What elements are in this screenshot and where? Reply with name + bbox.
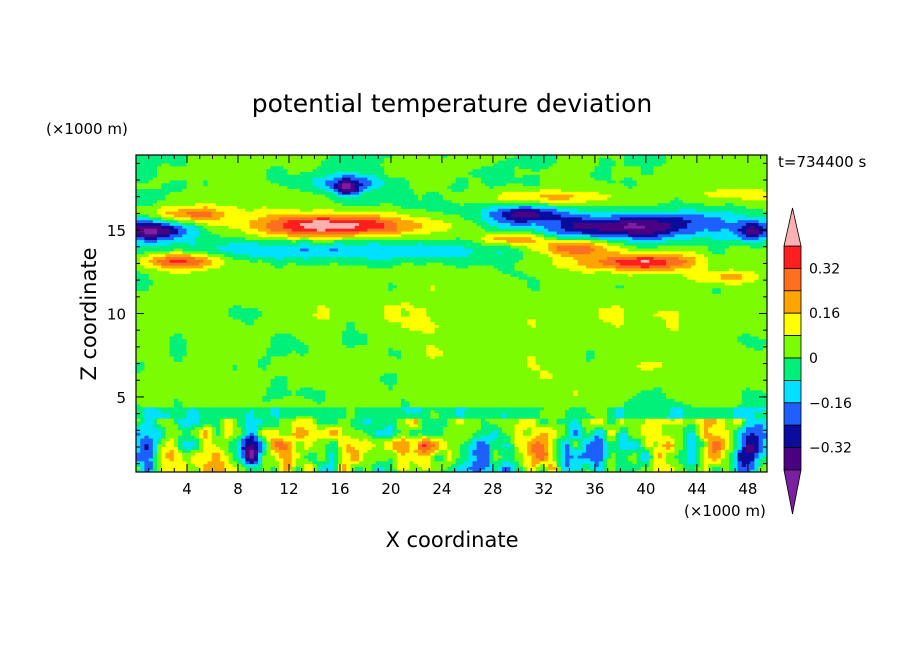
colorbar-box [783,267,802,292]
x-tick-label: 24 [432,480,451,498]
colorbar-box [783,402,802,426]
colorbar-tick-label: 0.32 [809,261,840,277]
x-tick-label: 48 [738,480,757,498]
colorbar-min-arrow [783,469,802,515]
x-tick-label: 4 [182,480,192,498]
colorbar-box [783,379,802,404]
time-label: t=734400 s [778,153,866,171]
y-tick-label: 15 [107,222,126,240]
x-tick-label: 16 [330,480,349,498]
colorbar-box [783,357,802,381]
colorbar-box [783,447,802,471]
colorbar-box [783,245,802,269]
contour-field [136,155,767,472]
x-tick-label: 28 [483,480,502,498]
colorbar-tick-label: 0 [809,351,818,367]
colorbar-box [783,424,802,449]
x-tick-label: 32 [534,480,553,498]
colorbar-tick-label: −0.32 [809,441,852,457]
colorbar-box [783,290,802,314]
colorbar-tick-label: 0.16 [809,306,840,322]
x-tick-label: 8 [233,480,243,498]
x-tick-label: 20 [381,480,400,498]
colorbar-box [783,335,802,359]
x-unit-label: (×1000 m) [684,502,766,520]
y-tick-label: 10 [107,306,126,324]
colorbar-tick-label: −0.16 [809,396,852,412]
y-unit-label: (×1000 m) [46,120,128,138]
colorbar-box [783,312,802,337]
colorbar: 0.32 0.16 0 −0.16 −0.32 [783,207,852,515]
x-tick-label: 40 [636,480,655,498]
x-tick-label: 36 [585,480,604,498]
chart-title: potential temperature deviation [252,89,652,118]
colorbar-max-arrow [783,207,802,247]
x-tick-label: 44 [687,480,706,498]
x-tick-label: 12 [279,480,298,498]
y-tick-label: 5 [116,389,126,407]
x-axis-title: X coordinate [385,528,518,552]
y-axis-title: Z coordinate [77,247,101,380]
